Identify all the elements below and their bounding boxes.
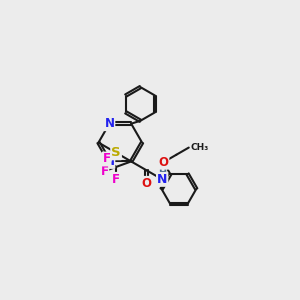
Text: CH₃: CH₃ bbox=[190, 143, 208, 152]
Text: N: N bbox=[157, 173, 167, 186]
Text: F: F bbox=[112, 173, 120, 186]
Text: S: S bbox=[111, 146, 121, 159]
Text: O: O bbox=[142, 177, 152, 190]
Text: N: N bbox=[104, 155, 114, 168]
Text: H: H bbox=[158, 168, 166, 178]
Text: F: F bbox=[103, 152, 111, 166]
Text: N: N bbox=[104, 117, 114, 130]
Text: O: O bbox=[158, 156, 168, 169]
Text: F: F bbox=[100, 165, 108, 178]
